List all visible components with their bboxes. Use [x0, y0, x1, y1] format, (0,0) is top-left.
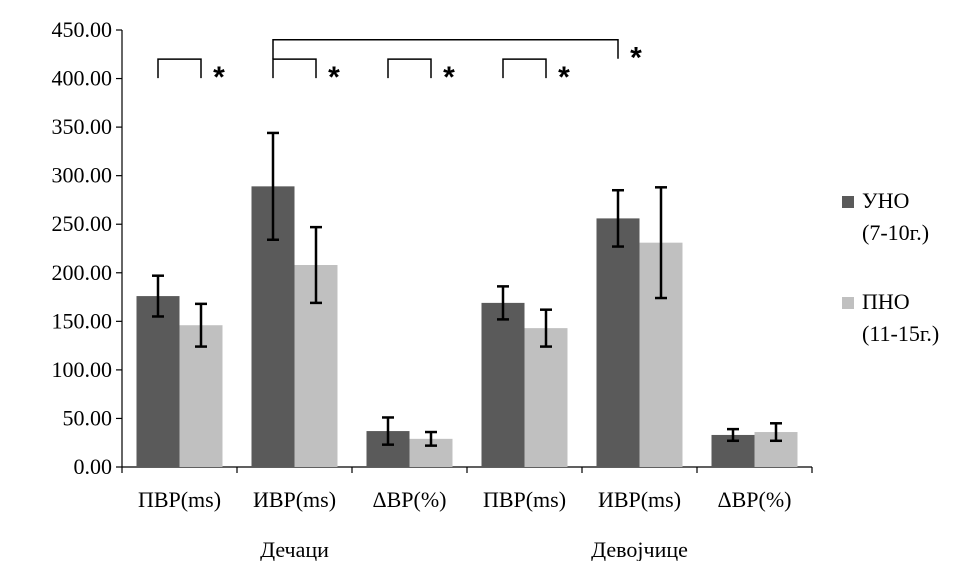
y-tick-label: 300.00 [52, 163, 113, 188]
x-tick-label: ИВР(ms) [598, 487, 681, 512]
group-label: Девојчице [591, 537, 688, 561]
legend-label-age: (11-15г.) [862, 321, 939, 346]
y-tick-label: 150.00 [52, 308, 113, 333]
y-tick-label: 350.00 [52, 114, 113, 139]
bars [136, 186, 798, 468]
bar [524, 328, 568, 467]
significance-bracket [387, 58, 432, 79]
y-tick-label: 0.00 [74, 454, 113, 479]
significance-bracket [272, 38, 619, 59]
x-tick-label: ПВР(ms) [483, 487, 566, 512]
significance-star: * [328, 61, 340, 94]
x-tick-label: ΔВР(%) [372, 487, 446, 512]
y-tick-label: 450.00 [52, 17, 113, 42]
significance-bracket [502, 58, 547, 79]
bar [136, 296, 180, 467]
significance-bracket [272, 58, 317, 79]
y-tick-label: 50.00 [63, 405, 113, 430]
group-label: Дечаци [260, 537, 329, 561]
y-tick-label: 400.00 [52, 66, 113, 91]
x-tick-label: ПВР(ms) [138, 487, 221, 512]
category-labels: ПВР(ms) ИВР(ms) ΔВР(%) ПВР(ms) ИВР(ms) ΔВР(%)… [138, 487, 792, 562]
significance-star: * [213, 61, 225, 94]
bar [596, 218, 640, 467]
legend-label-name: ПНО [862, 289, 910, 314]
significance-star: * [630, 42, 642, 75]
legend-swatch [842, 196, 854, 208]
legend-swatch [842, 297, 854, 309]
x-tick-label: ΔВР(%) [717, 487, 791, 512]
significance-star: * [443, 61, 455, 94]
x-tick-label: ИВР(ms) [253, 487, 336, 512]
axes: 0.00 50.00 100.00 150.00 200.00 250.00 300.00 3… [52, 17, 813, 479]
significance-bracket [157, 58, 202, 79]
y-tick-label: 200.00 [52, 260, 113, 285]
significance-brackets: * * * * * [157, 38, 642, 94]
bar [179, 325, 223, 467]
bar [481, 302, 525, 467]
legend-label-name: УНО [862, 188, 909, 213]
legend-label-age: (7-10г.) [862, 220, 929, 245]
legend: УНО (7-10г.) ПНО (11-15г.) [842, 188, 939, 346]
y-tick-label: 100.00 [52, 357, 113, 382]
error-bars [152, 131, 782, 447]
y-tick-label: 250.00 [52, 211, 113, 236]
significance-star: * [558, 61, 570, 94]
